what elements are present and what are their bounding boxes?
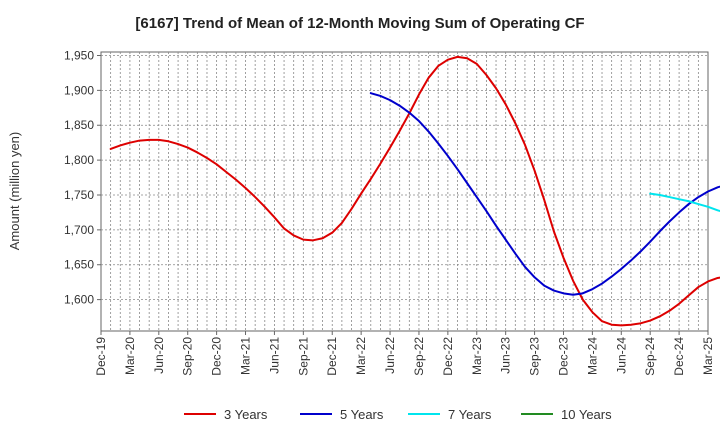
legend-label-10-years: 10 Years (561, 407, 612, 422)
x-tick-label: Jun-20 (152, 337, 166, 374)
legend-label-7-years: 7 Years (448, 407, 492, 422)
x-tick-label: Dec-21 (325, 337, 339, 376)
y-axis-ticks: 1,600 1,650 1,700 1,750 1,800 1,850 1,900 1,950 (64, 48, 101, 307)
y-tick-label: 1,850 (64, 118, 94, 132)
x-tick-label: Sep-21 (296, 337, 310, 376)
y-tick-label: 1,650 (64, 258, 94, 272)
x-tick-label: Mar-21 (239, 337, 253, 375)
x-tick-label: Dec-19 (94, 337, 108, 376)
x-axis-ticks: Dec-19 Mar-20 Jun-20 Sep-20 Dec-20 Mar-21 Jun-… (94, 331, 715, 376)
series-line-5-years (369, 92, 720, 296)
series-line-3-years (109, 55, 720, 327)
x-tick-label: Dec-20 (210, 337, 224, 376)
plot-frame (100, 51, 709, 332)
x-tick-label: Jun-21 (267, 337, 281, 374)
series-line-7-years (649, 192, 720, 213)
series-layer (109, 55, 720, 327)
x-tick-label: Jun-22 (383, 337, 397, 374)
y-axis-label: Amount (million yen) (7, 132, 22, 251)
y-tick-label: 1,900 (64, 83, 94, 97)
y-tick-label: 1,700 (64, 223, 94, 237)
grid-layer (101, 52, 708, 331)
x-tick-label: Mar-20 (123, 337, 137, 375)
x-tick-label: Mar-24 (585, 337, 599, 375)
y-tick-label: 1,950 (64, 48, 94, 62)
legend-label-3-years: 3 Years (224, 407, 268, 422)
x-tick-label: Mar-25 (701, 337, 715, 375)
y-tick-label: 1,800 (64, 153, 94, 167)
legend-label-5-years: 5 Years (340, 407, 384, 422)
x-tick-label: Sep-20 (181, 337, 195, 376)
x-tick-label: Sep-24 (643, 337, 657, 376)
x-tick-label: Mar-23 (470, 337, 484, 375)
x-tick-label: Mar-22 (354, 337, 368, 375)
x-tick-label: Dec-24 (672, 337, 686, 376)
x-tick-label: Dec-23 (556, 337, 570, 376)
x-tick-label: Dec-22 (441, 337, 455, 376)
chart-title: [6167] Trend of Mean of 12-Month Moving … (135, 15, 584, 32)
y-tick-label: 1,600 (64, 293, 94, 307)
x-tick-label: Jun-24 (614, 337, 628, 374)
x-tick-label: Jun-23 (499, 337, 513, 374)
plot-area (100, 51, 709, 332)
y-tick-label: 1,750 (64, 188, 94, 202)
x-tick-label: Sep-23 (528, 337, 542, 376)
legend: 3 Years 5 Years 7 Years 10 Years (184, 407, 612, 422)
x-tick-label: Sep-22 (412, 337, 426, 376)
